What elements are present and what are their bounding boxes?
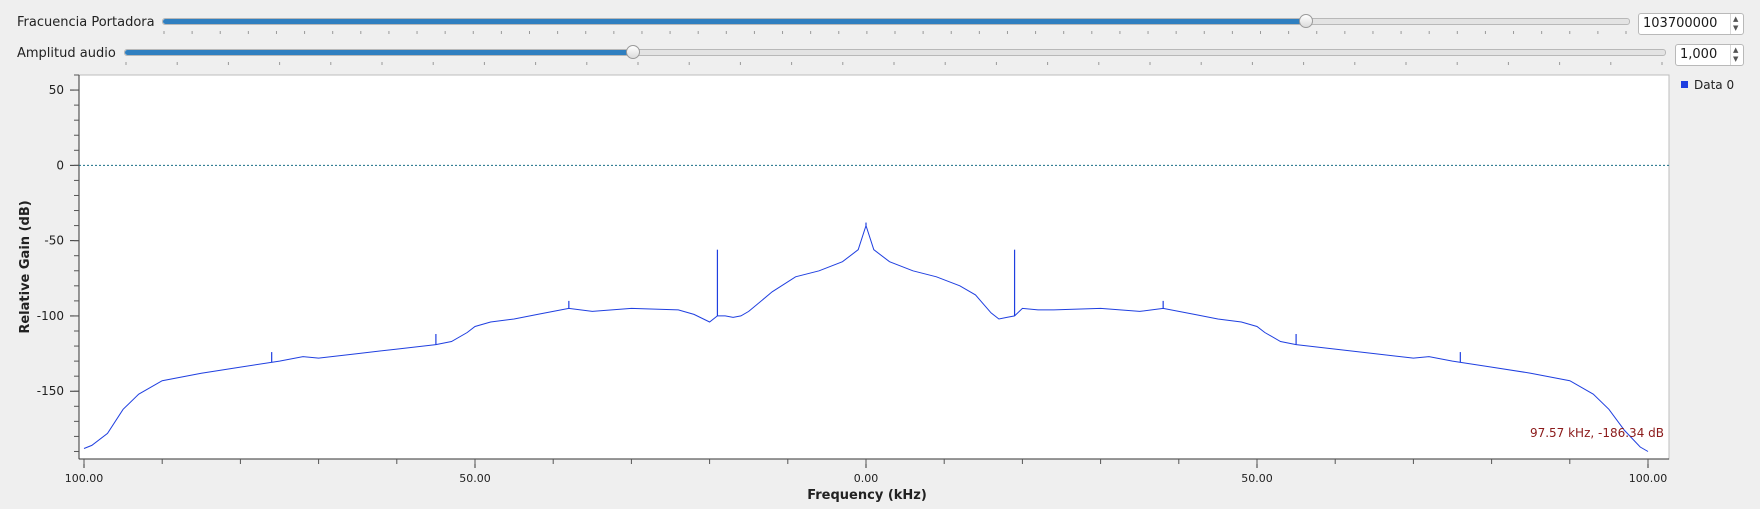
series-line-data-0 <box>83 223 1649 452</box>
audio-amplitude-slider[interactable] <box>124 45 1666 59</box>
x-tick-label: 100.00 <box>1629 472 1668 485</box>
audio-amplitude-slider-fill <box>125 50 634 55</box>
plot-canvas[interactable] <box>78 74 1670 460</box>
x-tick-label: 50.00 <box>459 472 491 485</box>
y-tick-label: -50 <box>44 234 64 248</box>
carrier-frequency-slider-ticks <box>163 31 1627 34</box>
carrier-frequency-value: 103700000 <box>1643 16 1718 31</box>
audio-amplitude-row: Amplitud audio 1,000 ▲ ▼ <box>0 41 1760 69</box>
audio-amplitude-slider-handle[interactable] <box>626 45 641 59</box>
x-tick-label: 100.00 <box>65 472 104 485</box>
x-tick-label: 50.00 <box>1241 472 1273 485</box>
carrier-frequency-label: Fracuencia Portadora <box>17 15 155 30</box>
legend-swatch <box>1681 81 1688 88</box>
carrier-frequency-slider[interactable] <box>162 14 1630 28</box>
carrier-frequency-spin-arrows[interactable]: ▲ ▼ <box>1730 14 1743 34</box>
spin-down-icon[interactable]: ▼ <box>1733 55 1739 63</box>
x-axis-ticks: 100.00 50.00 0.00 50.00 100.00 <box>65 459 1668 485</box>
y-tick-label: -100 <box>37 309 64 323</box>
y-axis-ticks: 50 0 -50 -100 -150 <box>37 74 79 452</box>
audio-amplitude-slider-ticks <box>125 62 1663 65</box>
x-tick-label: 0.00 <box>854 472 879 485</box>
audio-amplitude-spin-arrows[interactable]: ▲ ▼ <box>1730 45 1743 65</box>
series-peaks <box>271 222 1461 363</box>
x-axis-label: Frequency (kHz) <box>807 488 927 503</box>
carrier-frequency-row: Fracuencia Portadora 103700000 ▲ ▼ <box>0 10 1760 38</box>
spin-down-icon[interactable]: ▼ <box>1733 24 1739 32</box>
audio-amplitude-label: Amplitud audio <box>17 46 116 61</box>
legend-label[interactable]: Data 0 <box>1694 78 1734 92</box>
carrier-frequency-slider-handle[interactable] <box>1299 14 1314 28</box>
y-tick-label: 50 <box>49 83 64 97</box>
carrier-frequency-slider-fill <box>163 19 1307 24</box>
cursor-readout: 97.57 kHz, -186.34 dB <box>1530 426 1664 440</box>
spin-up-icon[interactable]: ▲ <box>1733 15 1739 23</box>
y-tick-label: 0 <box>56 158 64 172</box>
y-tick-label: -150 <box>37 384 64 398</box>
carrier-frequency-spinbox[interactable]: 103700000 ▲ ▼ <box>1638 13 1744 35</box>
y-axis-label: Relative Gain (dB) <box>18 200 33 333</box>
spin-up-icon[interactable]: ▲ <box>1733 46 1739 54</box>
audio-amplitude-spinbox[interactable]: 1,000 ▲ ▼ <box>1675 44 1744 66</box>
audio-amplitude-value: 1,000 <box>1680 47 1718 62</box>
